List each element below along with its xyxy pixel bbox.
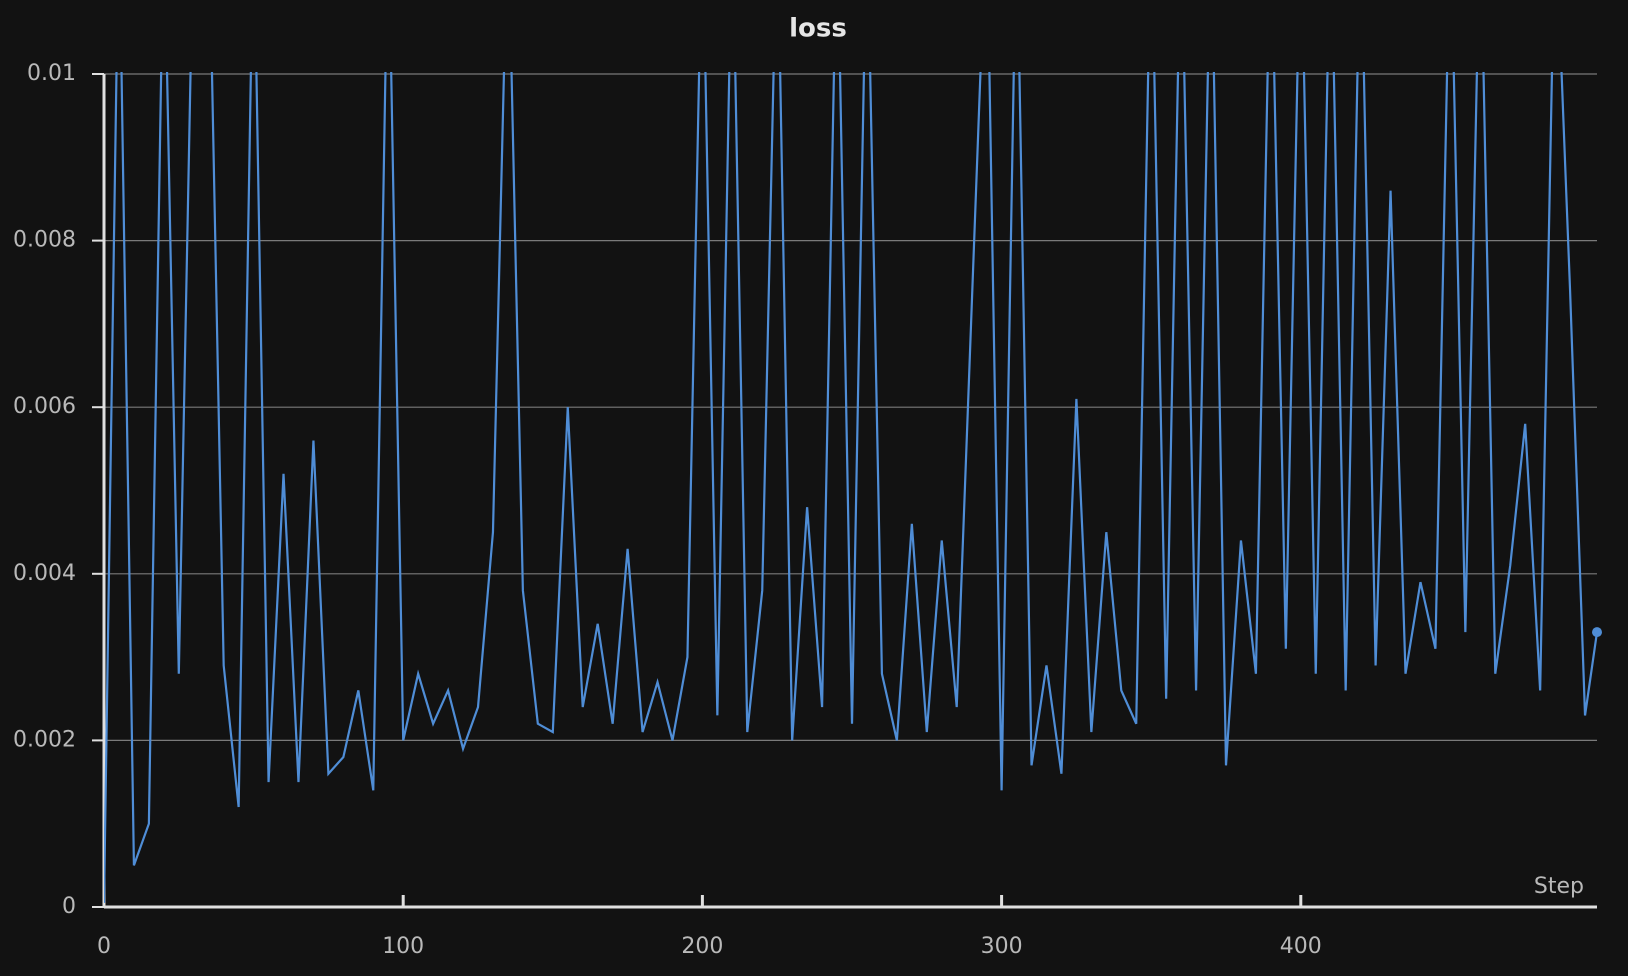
chart-title: loss (789, 14, 847, 44)
end-point (1592, 627, 1602, 638)
x-tick-label: 300 (981, 934, 1023, 959)
x-tick-label: 0 (97, 934, 111, 959)
y-tick-label: 0.002 (13, 727, 76, 752)
y-tick-label: 0.008 (13, 228, 76, 253)
y-tick-label: 0 (62, 894, 76, 919)
x-axis-label: Step (1534, 874, 1584, 899)
loss-line (104, 72, 1599, 903)
x-tick-label: 200 (681, 934, 723, 959)
x-tick-label: 100 (382, 934, 424, 959)
y-tick-label: 0.006 (13, 394, 76, 419)
x-tick-label: 400 (1280, 934, 1322, 959)
y-tick-label: 0.01 (27, 61, 76, 86)
y-tick-label: 0.004 (13, 561, 76, 586)
